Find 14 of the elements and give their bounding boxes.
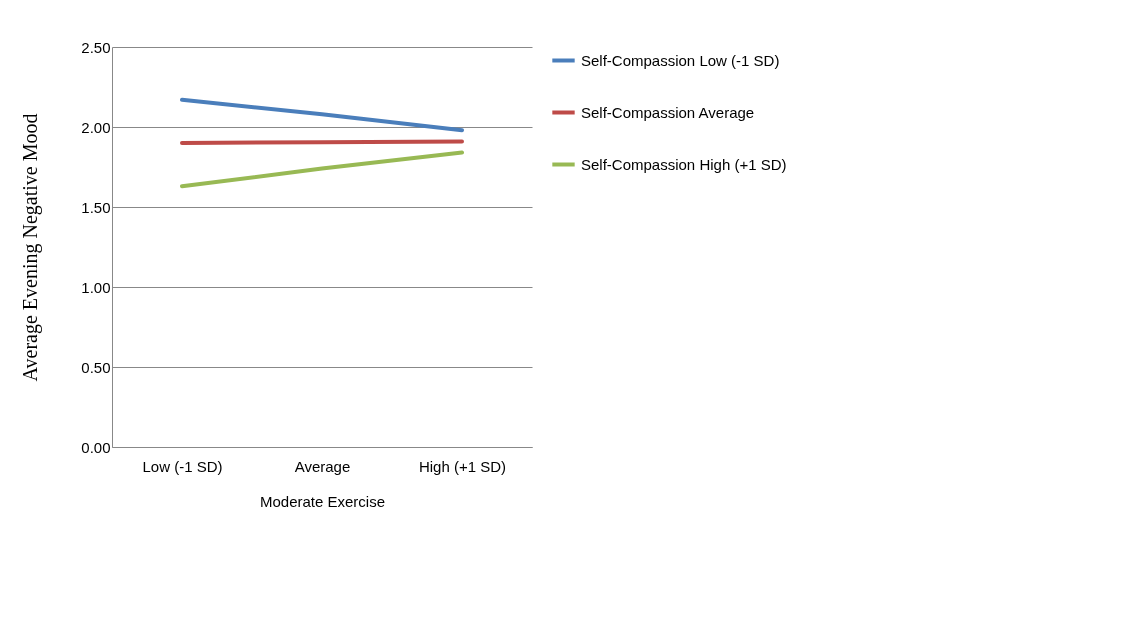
x-axis-title: Moderate Exercise	[259, 492, 386, 510]
legend-label: Self-Compassion High (+1 SD)	[581, 155, 787, 173]
x-tick-label: Average	[294, 457, 351, 475]
x-tick-label: High (+1 SD)	[418, 457, 507, 475]
y-tick-label: 0.00	[81, 438, 111, 456]
y-tick-label: 2.50	[81, 38, 111, 56]
y-tick-label: 0.50	[81, 358, 111, 376]
legend-label: Self-Compassion Average	[581, 103, 755, 121]
y-tick-label: 1.00	[81, 278, 111, 296]
y-axis-title: Average Evening Negative Mood	[19, 113, 43, 382]
y-tick-label: 1.50	[81, 198, 111, 216]
y-tick-label: 2.00	[81, 118, 111, 136]
x-tick-label: Low (-1 SD)	[142, 457, 223, 475]
legend-label: Self-Compassion Low (-1 SD)	[581, 51, 780, 69]
